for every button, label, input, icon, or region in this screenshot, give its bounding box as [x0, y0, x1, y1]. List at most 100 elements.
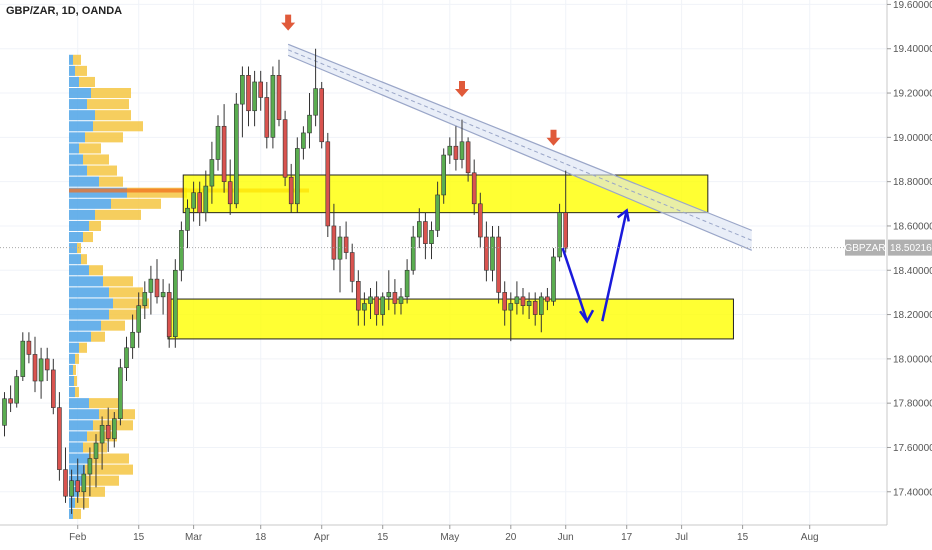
- channel-lower-line: [287, 54, 752, 251]
- candle-down: [282, 119, 288, 178]
- projection-down-leg: [561, 247, 589, 322]
- volume-profile-bar: [75, 353, 79, 364]
- candle-up: [429, 230, 434, 244]
- candle-up: [362, 303, 367, 311]
- time-tick-label: May: [440, 532, 459, 543]
- candle-up: [294, 148, 300, 205]
- time-axis[interactable]: Feb 15 Mar 18 Apr 15 May 20 Jun 17 Jul 15 Aug: [69, 525, 819, 543]
- channel-upper-line: [287, 43, 752, 231]
- volume-profile-bar: [69, 154, 83, 165]
- volume-profile-bar: [73, 364, 76, 375]
- volume-profile-bar: [69, 110, 95, 121]
- volume-profile-bar: [74, 375, 77, 387]
- volume-profile-bar: [69, 165, 87, 176]
- price-tick-label: 18.80000: [893, 177, 932, 188]
- candle-down: [258, 81, 264, 98]
- down-arrow-icon: [546, 129, 561, 146]
- chart-title: GBP/ZAR, 1D, OANDA: [6, 5, 123, 17]
- arrow-head-icon: [616, 208, 630, 222]
- volume-profile-bar: [69, 375, 74, 387]
- volume-profile-bar: [69, 364, 73, 375]
- down-arrow-icon: [281, 14, 296, 31]
- volume-profile-bar: [89, 220, 101, 231]
- volume-profile-bar: [85, 464, 133, 475]
- volume-profile-bar: [95, 110, 131, 121]
- price-tick-label: 18.40000: [893, 266, 932, 277]
- price-tick-label: 17.80000: [893, 399, 932, 410]
- candle-up: [490, 236, 495, 271]
- price-tick-label: 19.00000: [893, 133, 932, 144]
- candle-up: [538, 296, 544, 315]
- candle-up: [416, 221, 422, 238]
- candle-down: [246, 75, 251, 112]
- last-price-label: GBPZAR 18.50216: [844, 239, 932, 256]
- candle-down: [453, 145, 459, 160]
- candle-up: [203, 185, 209, 213]
- candle-up: [441, 154, 447, 196]
- candle-down: [276, 75, 282, 120]
- candle-up: [191, 192, 196, 209]
- candle-up: [435, 194, 440, 231]
- price-axis[interactable]: 19.60000 19.40000 19.20000 19.00000 18.80000…: [887, 0, 932, 498]
- candle-up: [215, 125, 221, 160]
- volume-profile-bar: [95, 209, 141, 220]
- price-tick-label: 18.20000: [893, 310, 932, 321]
- candle-up: [112, 418, 117, 439]
- price-tick-label: 19.60000: [893, 0, 932, 11]
- candle-up: [38, 358, 44, 382]
- candle-down: [349, 252, 355, 282]
- volume-profile-bar: [69, 508, 73, 519]
- candle-up: [398, 296, 404, 304]
- volume-profile-bar: [79, 342, 87, 353]
- candle-up: [508, 303, 514, 311]
- volume-profile-bar: [109, 309, 137, 320]
- candle-down: [355, 281, 361, 311]
- time-tick-label: 15: [737, 532, 749, 543]
- volume-profile-bar: [75, 65, 87, 76]
- time-tick-label: Apr: [314, 532, 330, 543]
- downtrend-channel: [287, 43, 752, 251]
- candle-up: [380, 296, 386, 315]
- candle-up: [20, 340, 26, 377]
- volume-profile-bar: [69, 287, 109, 298]
- volume-profile-bar: [75, 387, 79, 398]
- volume-profile-bar: [103, 276, 133, 287]
- volume-profile-bar: [127, 187, 187, 198]
- volume-profile-bar: [69, 176, 99, 187]
- volume-profile-bar: [79, 143, 101, 154]
- candle-down: [343, 236, 349, 253]
- candle-down: [154, 278, 160, 298]
- time-tick-label: Feb: [69, 532, 87, 543]
- time-tick-label: 15: [377, 532, 389, 543]
- volume-profile-bar: [69, 342, 79, 353]
- candle-up: [124, 347, 129, 369]
- volume-profile-bar: [111, 198, 161, 209]
- price-tick-label: 17.40000: [893, 487, 932, 498]
- candle-down: [319, 88, 325, 143]
- volume-profile-bar: [89, 398, 119, 409]
- candle-up: [514, 296, 520, 304]
- time-tick-label: Jul: [675, 532, 688, 543]
- candle-up: [459, 141, 465, 160]
- volume-profile-bar: [91, 88, 131, 99]
- candle-up: [173, 269, 178, 338]
- volume-profile-bar: [69, 132, 85, 143]
- volume-profile-bar: [69, 265, 89, 276]
- candle-up: [87, 458, 93, 475]
- volume-profile-bar: [101, 320, 125, 331]
- volume-profile-bar: [89, 453, 129, 464]
- candle-up: [142, 292, 148, 306]
- candle-down: [44, 358, 50, 371]
- candle-up: [551, 256, 556, 302]
- price-tick-label: 19.40000: [893, 44, 932, 55]
- volume-profile-bar: [69, 121, 93, 132]
- arrow-head-icon: [579, 309, 595, 324]
- candle-down: [471, 172, 477, 205]
- candle-up: [410, 236, 416, 271]
- candle-up: [118, 367, 123, 419]
- volume-profile-bar: [69, 453, 89, 464]
- volume-profile-bar: [83, 475, 119, 486]
- last-price-badge: [888, 239, 932, 256]
- price-tick-label: 18.60000: [893, 221, 932, 232]
